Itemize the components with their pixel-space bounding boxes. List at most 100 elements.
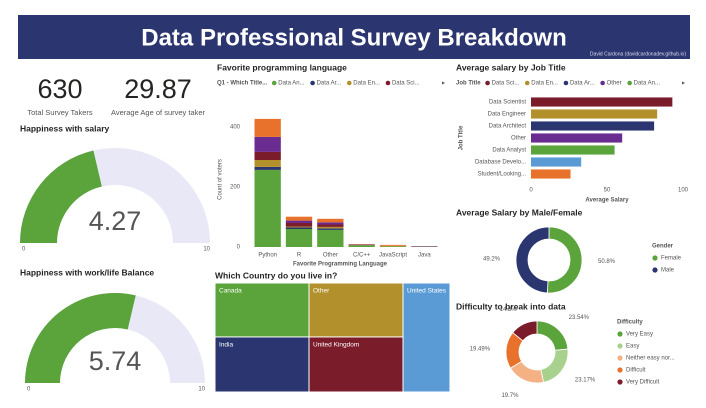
legend-title: Job Title	[456, 81, 481, 87]
bar	[531, 145, 615, 155]
legend-label: Data Ar...	[570, 81, 595, 87]
legend-marker	[346, 80, 352, 86]
treemap-cell	[214, 336, 310, 393]
bar-segment	[285, 223, 313, 227]
legend-label: Data Sci...	[392, 81, 420, 87]
legend-marker	[652, 255, 658, 261]
donut-slice	[512, 320, 538, 342]
data-label: 19.7%	[501, 393, 519, 399]
x-tick-label: Other	[323, 253, 338, 259]
legend-arrow[interactable]: ▸	[442, 81, 445, 87]
chart-title: Average salary by Job Title	[456, 62, 566, 72]
donut-slice	[536, 320, 569, 351]
x-axis-label: Average Salary	[585, 198, 629, 204]
bar	[531, 109, 658, 119]
data-label: 50.8%	[598, 259, 616, 265]
treemap-cell	[402, 282, 451, 393]
data-label: 49.2%	[483, 256, 501, 262]
bar-segment	[379, 246, 407, 247]
dashboard-title: Data Professional Survey Breakdown	[141, 24, 566, 51]
y-tick-label: 400	[230, 125, 241, 131]
treemap-label: Canada	[219, 288, 242, 295]
gauge-value	[20, 150, 102, 243]
legend-label: Very Difficult	[626, 380, 660, 386]
legend-label: Neither easy nor...	[626, 356, 675, 362]
legend-marker	[617, 331, 623, 337]
bar-segment	[317, 228, 344, 230]
bar-segment	[317, 226, 344, 229]
gauge-value-label: 4.27	[89, 206, 142, 236]
gauge-min: 0	[22, 247, 26, 253]
data-label: 14.3%	[500, 307, 518, 313]
donut-slice	[540, 348, 569, 383]
bar-segment	[317, 222, 344, 225]
legend-marker	[617, 355, 623, 361]
bar	[531, 133, 623, 143]
legend-marker	[385, 80, 391, 86]
bar-segment	[285, 226, 313, 228]
treemap-cell	[214, 282, 310, 338]
donut-slice	[515, 226, 550, 294]
legend-title: Difficulty	[617, 320, 643, 326]
bar	[531, 157, 582, 167]
legend-label: Male	[661, 268, 675, 274]
legend-marker	[485, 80, 490, 86]
legend-marker	[652, 267, 658, 273]
legend-label: Data En...	[353, 81, 380, 87]
chart-title: Favorite programming language	[217, 62, 347, 72]
bar-segment	[254, 136, 281, 152]
legend-label: Very Easy	[626, 332, 653, 338]
bar-segment	[379, 244, 407, 246]
bar-segment	[379, 245, 407, 247]
kpi-value: 630	[37, 74, 82, 104]
bar-segment	[317, 229, 344, 247]
bar-segment	[317, 224, 344, 227]
bar-segment	[285, 227, 313, 229]
x-tick-label: 50	[604, 188, 611, 194]
bar-segment	[254, 160, 281, 167]
legend-marker	[600, 80, 605, 86]
x-tick-label: Java	[418, 253, 431, 259]
legend-label: Data Ar...	[317, 81, 342, 87]
y-tick-label: Other	[511, 136, 526, 142]
data-label: 23.54%	[569, 315, 590, 321]
gauge-max: 10	[203, 247, 210, 253]
legend-marker	[627, 80, 632, 86]
legend-label: Data An...	[634, 81, 661, 87]
legend-label: Difficult	[626, 368, 646, 374]
y-tick-label: Data Architect	[489, 124, 527, 130]
donut-slice	[546, 226, 583, 294]
legend-label: Data En...	[531, 81, 558, 87]
bar	[531, 121, 655, 131]
legend-marker	[524, 80, 530, 86]
y-tick-label: Data Engineer	[488, 112, 526, 118]
y-tick-label: Data Scientist	[489, 100, 526, 106]
kpi-value: 29.87	[124, 74, 192, 104]
legend-marker	[617, 367, 623, 373]
y-tick-label: 200	[230, 185, 241, 191]
x-axis-label: Favorite Programming Language	[293, 262, 388, 268]
legend-title: Gender	[652, 244, 674, 250]
chart-title: Happiness with salary	[20, 123, 110, 133]
gauge-max: 10	[198, 387, 205, 393]
bar	[531, 169, 571, 179]
legend-arrow[interactable]: ▸	[682, 81, 685, 87]
y-tick-label: Database Develo...	[475, 160, 526, 166]
chart-title: Average Salary by Male/Female	[456, 207, 583, 217]
legend-marker	[310, 80, 315, 86]
legend-label: Female	[661, 256, 682, 262]
bar-segment	[317, 218, 344, 223]
gauge-value	[25, 293, 136, 383]
x-tick-label: JavaScript	[379, 253, 407, 259]
x-tick-label: R	[297, 253, 302, 259]
chart-title: Difficulty to break into data	[456, 301, 566, 311]
legend-label: Easy	[626, 344, 639, 350]
legend-marker	[271, 80, 277, 86]
legend-marker	[617, 379, 623, 385]
legend-label: Data An...	[278, 81, 305, 87]
legend-label: Data Sci...	[492, 81, 520, 87]
treemap-label: India	[219, 342, 233, 349]
bar-segment	[254, 118, 281, 137]
y-tick-label: Data Analyst	[492, 148, 526, 154]
chart-title: Happiness with work/life Balance	[20, 267, 154, 277]
